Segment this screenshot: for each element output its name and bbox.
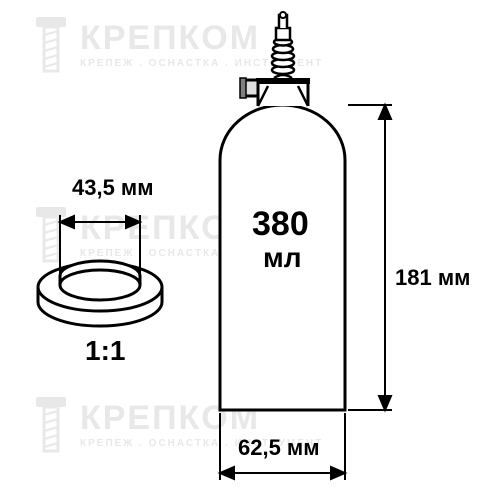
label-volume-unit: мл xyxy=(263,242,302,274)
ring-washer xyxy=(38,261,162,326)
label-height: 181 мм xyxy=(395,265,470,291)
technical-diagram xyxy=(0,0,500,500)
nozzle xyxy=(240,12,310,106)
dim-height xyxy=(348,105,392,410)
label-width: 62,5 мм xyxy=(238,435,319,461)
label-inner-diameter: 43,5 мм xyxy=(72,175,153,201)
label-ratio: 1:1 xyxy=(85,335,125,367)
label-volume-num: 380 xyxy=(252,205,309,244)
